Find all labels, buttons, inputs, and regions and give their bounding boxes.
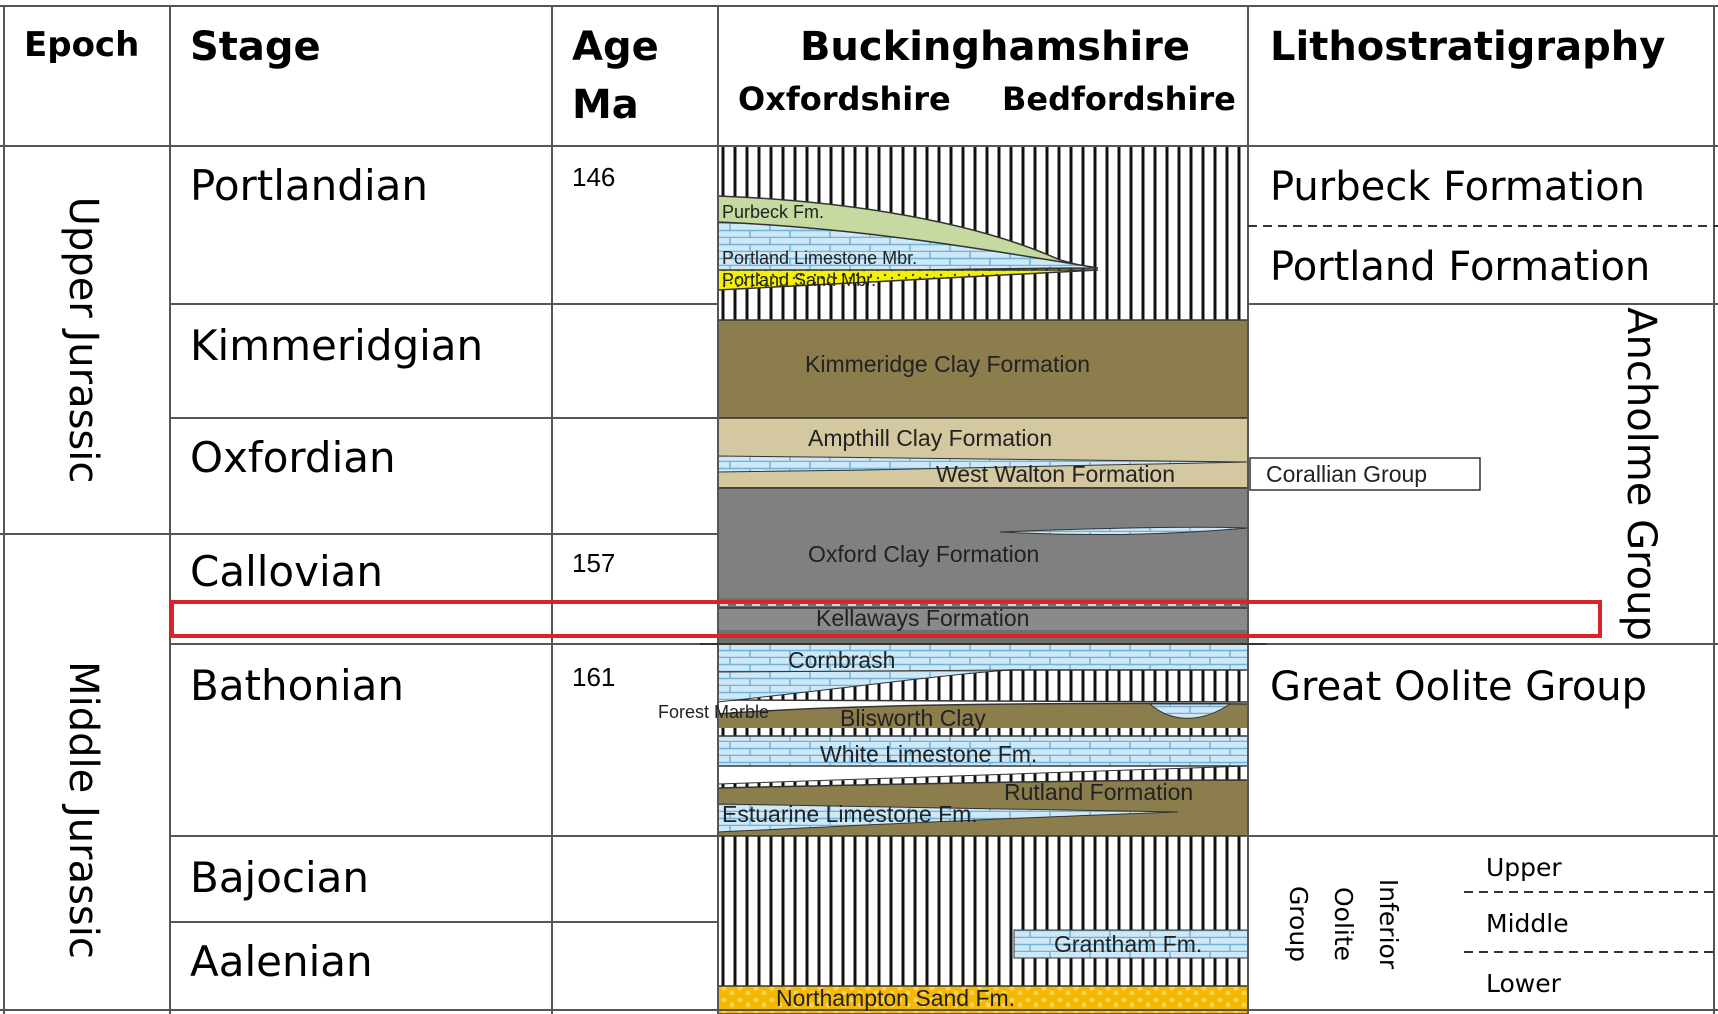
grantham-layer: [1013, 929, 1249, 959]
stage-portlandian: Portlandian: [190, 161, 428, 210]
litho-great-oolite-group: Great Oolite Group: [1270, 664, 1647, 710]
white-limestone-layer: [717, 735, 1249, 767]
portland-sand-wedge: [717, 269, 1099, 291]
lithostratigraphy-column: Purbeck Formation Portland Formation Cor…: [1249, 164, 1664, 998]
label-forest-marble: Forest Marble: [658, 702, 769, 722]
header-stage: Stage: [190, 24, 321, 70]
label-grantham: Grantham Fm.: [1054, 931, 1202, 957]
litho-purbeck-formation: Purbeck Formation: [1270, 164, 1645, 210]
litho-upper: Upper: [1486, 853, 1562, 882]
header-region-right: Bedfordshire: [1002, 80, 1236, 118]
stage-aalenian: Aalenian: [190, 937, 373, 986]
litho-portland-formation: Portland Formation: [1270, 244, 1650, 290]
litho-lower: Lower: [1486, 969, 1562, 998]
stage-bathonian: Bathonian: [190, 661, 404, 710]
label-oxford-clay: Oxford Clay Formation: [808, 541, 1039, 567]
highlight-box-kellaways: [170, 600, 1602, 638]
white-limestone-hiatus: [717, 765, 1249, 791]
header-region-left: Oxfordshire: [738, 80, 951, 118]
header-lithostratigraphy: Lithostratigraphy: [1270, 24, 1665, 70]
litho-inferior: Inferior: [1374, 879, 1403, 970]
blisworth-lens: [1148, 703, 1232, 719]
table-grid: [0, 5, 1718, 1014]
stage-oxfordian: Oxfordian: [190, 433, 396, 482]
label-white-limestone: White Limestone Fm.: [820, 741, 1037, 767]
epoch-upper-jurassic: Upper Jurassic: [60, 197, 106, 484]
label-cornbrash: Cornbrash: [788, 647, 895, 673]
header-age-line1: Age: [572, 24, 659, 70]
forest-marble-limestone: [717, 669, 1011, 703]
label-kellaways: Kellaways Formation: [816, 605, 1029, 631]
label-portland-limestone: Portland Limestone Mbr.: [722, 248, 917, 268]
header-age-line2: Ma: [572, 82, 639, 128]
age-column: 146 157 161: [572, 162, 615, 692]
label-rutland: Rutland Formation: [1004, 779, 1193, 805]
stage-kimmeridgian: Kimmeridgian: [190, 321, 483, 370]
kellaways-layer: [717, 607, 1249, 635]
litho-ancholme-group: Ancholme Group: [1618, 307, 1664, 641]
header-region-top: Buckinghamshire: [800, 24, 1190, 70]
litho-group: Group: [1284, 886, 1313, 962]
estuarine-limestone-wedge: [717, 803, 1179, 833]
epoch-middle-jurassic: Middle Jurassic: [60, 661, 106, 959]
label-northampton-sand: Northampton Sand Fm.: [776, 985, 1015, 1011]
age-157: 157: [572, 548, 615, 578]
label-estuarine-limestone: Estuarine Limestone Fm.: [722, 801, 978, 827]
litho-middle: Middle: [1486, 909, 1569, 938]
hiatus-bajocian-aalenian: [718, 836, 1248, 986]
label-portland-sand: Portland Sand Mbr.: [722, 270, 876, 290]
blisworth-hiatus-sliver: [718, 728, 1248, 736]
label-blisworth-clay: Blisworth Clay: [840, 705, 986, 731]
strata-column: [717, 146, 1249, 1014]
age-146: 146: [572, 162, 615, 192]
litho-corallian-group: Corallian Group: [1266, 461, 1427, 487]
stage-callovian: Callovian: [190, 547, 383, 596]
label-kimmeridge-clay: Kimmeridge Clay Formation: [805, 351, 1090, 377]
age-161: 161: [572, 662, 615, 692]
formation-labels: Purbeck Fm. Portland Limestone Mbr. Port…: [658, 202, 1202, 1011]
label-purbeck: Purbeck Fm.: [722, 202, 824, 222]
header-row: Epoch Stage Age Ma Buckinghamshire Oxfor…: [24, 24, 1665, 128]
stage-bajocian: Bajocian: [190, 853, 369, 902]
corallian-group-box: [1249, 457, 1481, 491]
litho-oolite: Oolite: [1329, 887, 1358, 961]
label-west-walton: West Walton Formation: [936, 461, 1175, 487]
header-epoch: Epoch: [24, 25, 139, 65]
label-ampthill-clay: Ampthill Clay Formation: [808, 425, 1052, 451]
stage-column: Portlandian Kimmeridgian Oxfordian Callo…: [190, 161, 483, 986]
